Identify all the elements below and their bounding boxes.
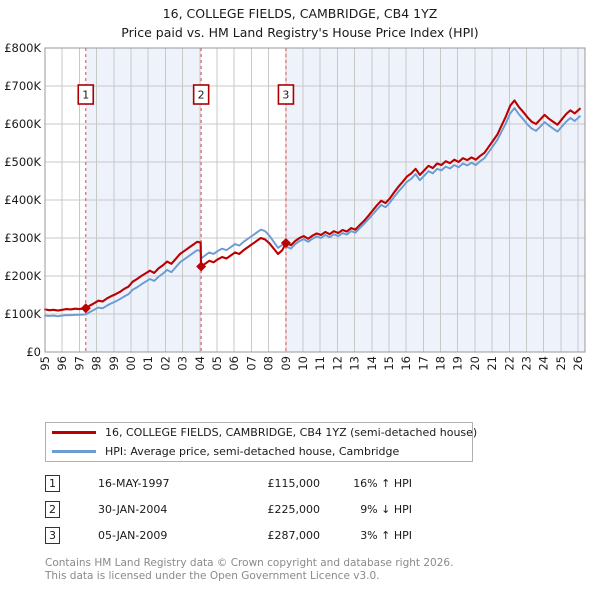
- svg-text:1997: 1997: [72, 356, 86, 370]
- svg-text:2024: 2024: [537, 356, 551, 370]
- svg-text:1996: 1996: [55, 356, 69, 370]
- svg-text:2018: 2018: [434, 356, 448, 370]
- chart-legend: 16, COLLEGE FIELDS, CAMBRIDGE, CB4 1YZ (…: [45, 422, 477, 462]
- svg-text:1: 1: [82, 89, 89, 102]
- chart-series-property: [43, 99, 581, 312]
- chart-gridlines: [44, 47, 585, 353]
- transaction-date: 30-JAN-2004: [98, 502, 168, 516]
- svg-text:1998: 1998: [90, 356, 104, 370]
- price-chart-svg: £0 £100K £200K £300K £400K £500K £600K £700K £80…: [4, 41, 586, 370]
- page-title: 16, COLLEGE FIELDS, CAMBRIDGE, CB4 1YZ P…: [0, 0, 600, 41]
- transaction-date: 05-JAN-2009: [98, 528, 168, 542]
- svg-text:2003: 2003: [176, 356, 190, 370]
- svg-text:1999: 1999: [107, 356, 121, 370]
- transaction-marker-badge: 3: [45, 526, 60, 544]
- svg-text:2016: 2016: [399, 356, 413, 370]
- chart-transaction-badges: 1 2 3: [77, 84, 295, 105]
- svg-text:2010: 2010: [296, 356, 310, 370]
- transaction-marker-badge: 2: [45, 500, 60, 518]
- legend-label-property: 16, COLLEGE FIELDS, CAMBRIDGE, CB4 1YZ (…: [105, 426, 478, 439]
- footer-line-licence: This data is licensed under the Open Gov…: [45, 569, 380, 582]
- transaction-price: £287,000: [267, 528, 321, 542]
- svg-text:2014: 2014: [365, 356, 379, 370]
- transaction-hpi-delta: 16% ↑ HPI: [353, 476, 412, 490]
- svg-text:£400K: £400K: [4, 193, 41, 207]
- svg-text:2009: 2009: [279, 356, 293, 370]
- svg-text:2000: 2000: [124, 356, 138, 370]
- transaction-price: £115,000: [267, 476, 321, 490]
- table-row: 2 30-JAN-2004 £225,000 9% ↓ HPI: [45, 496, 485, 522]
- svg-text:2017: 2017: [416, 356, 430, 370]
- legend-swatch-hpi: [52, 450, 96, 453]
- page-subtitle: Price paid vs. HM Land Registry's House …: [121, 25, 479, 40]
- svg-text:2026: 2026: [571, 356, 585, 370]
- transaction-date: 16-MAY-1997: [98, 476, 170, 490]
- svg-text:£300K: £300K: [4, 231, 41, 245]
- svg-text:2004: 2004: [193, 356, 207, 370]
- transactions-table: 1 16-MAY-1997 £115,000 16% ↑ HPI 2 30-JA…: [45, 470, 485, 548]
- page-title-address: 16, COLLEGE FIELDS, CAMBRIDGE, CB4 1YZ: [162, 6, 438, 21]
- legend-swatch-property: [52, 431, 96, 434]
- footer-attribution: Contains HM Land Registry data © Crown c…: [45, 557, 565, 582]
- svg-text:£0: £0: [26, 345, 41, 359]
- svg-text:2023: 2023: [520, 356, 534, 370]
- transaction-marker-badge: 1: [45, 474, 60, 492]
- svg-text:2006: 2006: [227, 356, 241, 370]
- legend-label-hpi: HPI: Average price, semi-detached house,…: [105, 445, 400, 458]
- svg-text:£200K: £200K: [4, 269, 41, 283]
- chart-frame: [44, 47, 586, 353]
- transaction-hpi-delta: 3% ↑ HPI: [360, 528, 412, 542]
- transaction-price: £225,000: [267, 502, 321, 516]
- table-row: 1 16-MAY-1997 £115,000 16% ↑ HPI: [45, 470, 485, 496]
- footer-line-copyright: Contains HM Land Registry data © Crown c…: [45, 557, 454, 569]
- svg-text:2022: 2022: [502, 356, 516, 370]
- svg-text:2015: 2015: [382, 356, 396, 370]
- svg-text:2007: 2007: [244, 356, 258, 370]
- svg-text:2013: 2013: [348, 356, 362, 370]
- svg-text:2020: 2020: [468, 356, 482, 370]
- svg-text:2021: 2021: [485, 356, 499, 370]
- chart-transaction-points: [80, 237, 291, 314]
- svg-text:2005: 2005: [210, 356, 224, 370]
- svg-text:2008: 2008: [262, 356, 276, 370]
- chart-series-hpi: [44, 107, 581, 318]
- svg-text:£500K: £500K: [4, 155, 41, 169]
- svg-text:£800K: £800K: [4, 41, 41, 55]
- legend-item-property: 16, COLLEGE FIELDS, CAMBRIDGE, CB4 1YZ (…: [46, 423, 477, 442]
- svg-text:2002: 2002: [158, 356, 172, 370]
- legend-item-hpi: HPI: Average price, semi-detached house,…: [46, 442, 472, 461]
- table-row: 3 05-JAN-2009 £287,000 3% ↑ HPI: [45, 522, 485, 548]
- transaction-hpi-delta: 9% ↓ HPI: [360, 502, 412, 516]
- price-chart: £0 £100K £200K £300K £400K £500K £600K £700K £80…: [0, 40, 600, 370]
- svg-text:£600K: £600K: [4, 117, 41, 131]
- svg-text:1995: 1995: [38, 356, 52, 370]
- svg-text:2012: 2012: [330, 356, 344, 370]
- svg-text:£100K: £100K: [4, 307, 41, 321]
- svg-text:2001: 2001: [141, 356, 155, 370]
- svg-text:3: 3: [282, 89, 289, 102]
- svg-text:2011: 2011: [313, 356, 327, 370]
- svg-text:2: 2: [198, 89, 205, 102]
- chart-x-axis-labels: 199519961997 19981999200020012002 20032004…: [38, 356, 585, 370]
- svg-text:2025: 2025: [554, 356, 568, 370]
- svg-text:£700K: £700K: [4, 79, 41, 93]
- chart-y-axis-labels: £0 £100K £200K £300K £400K £500K £600K £700K £80…: [4, 41, 41, 359]
- svg-text:2019: 2019: [451, 356, 465, 370]
